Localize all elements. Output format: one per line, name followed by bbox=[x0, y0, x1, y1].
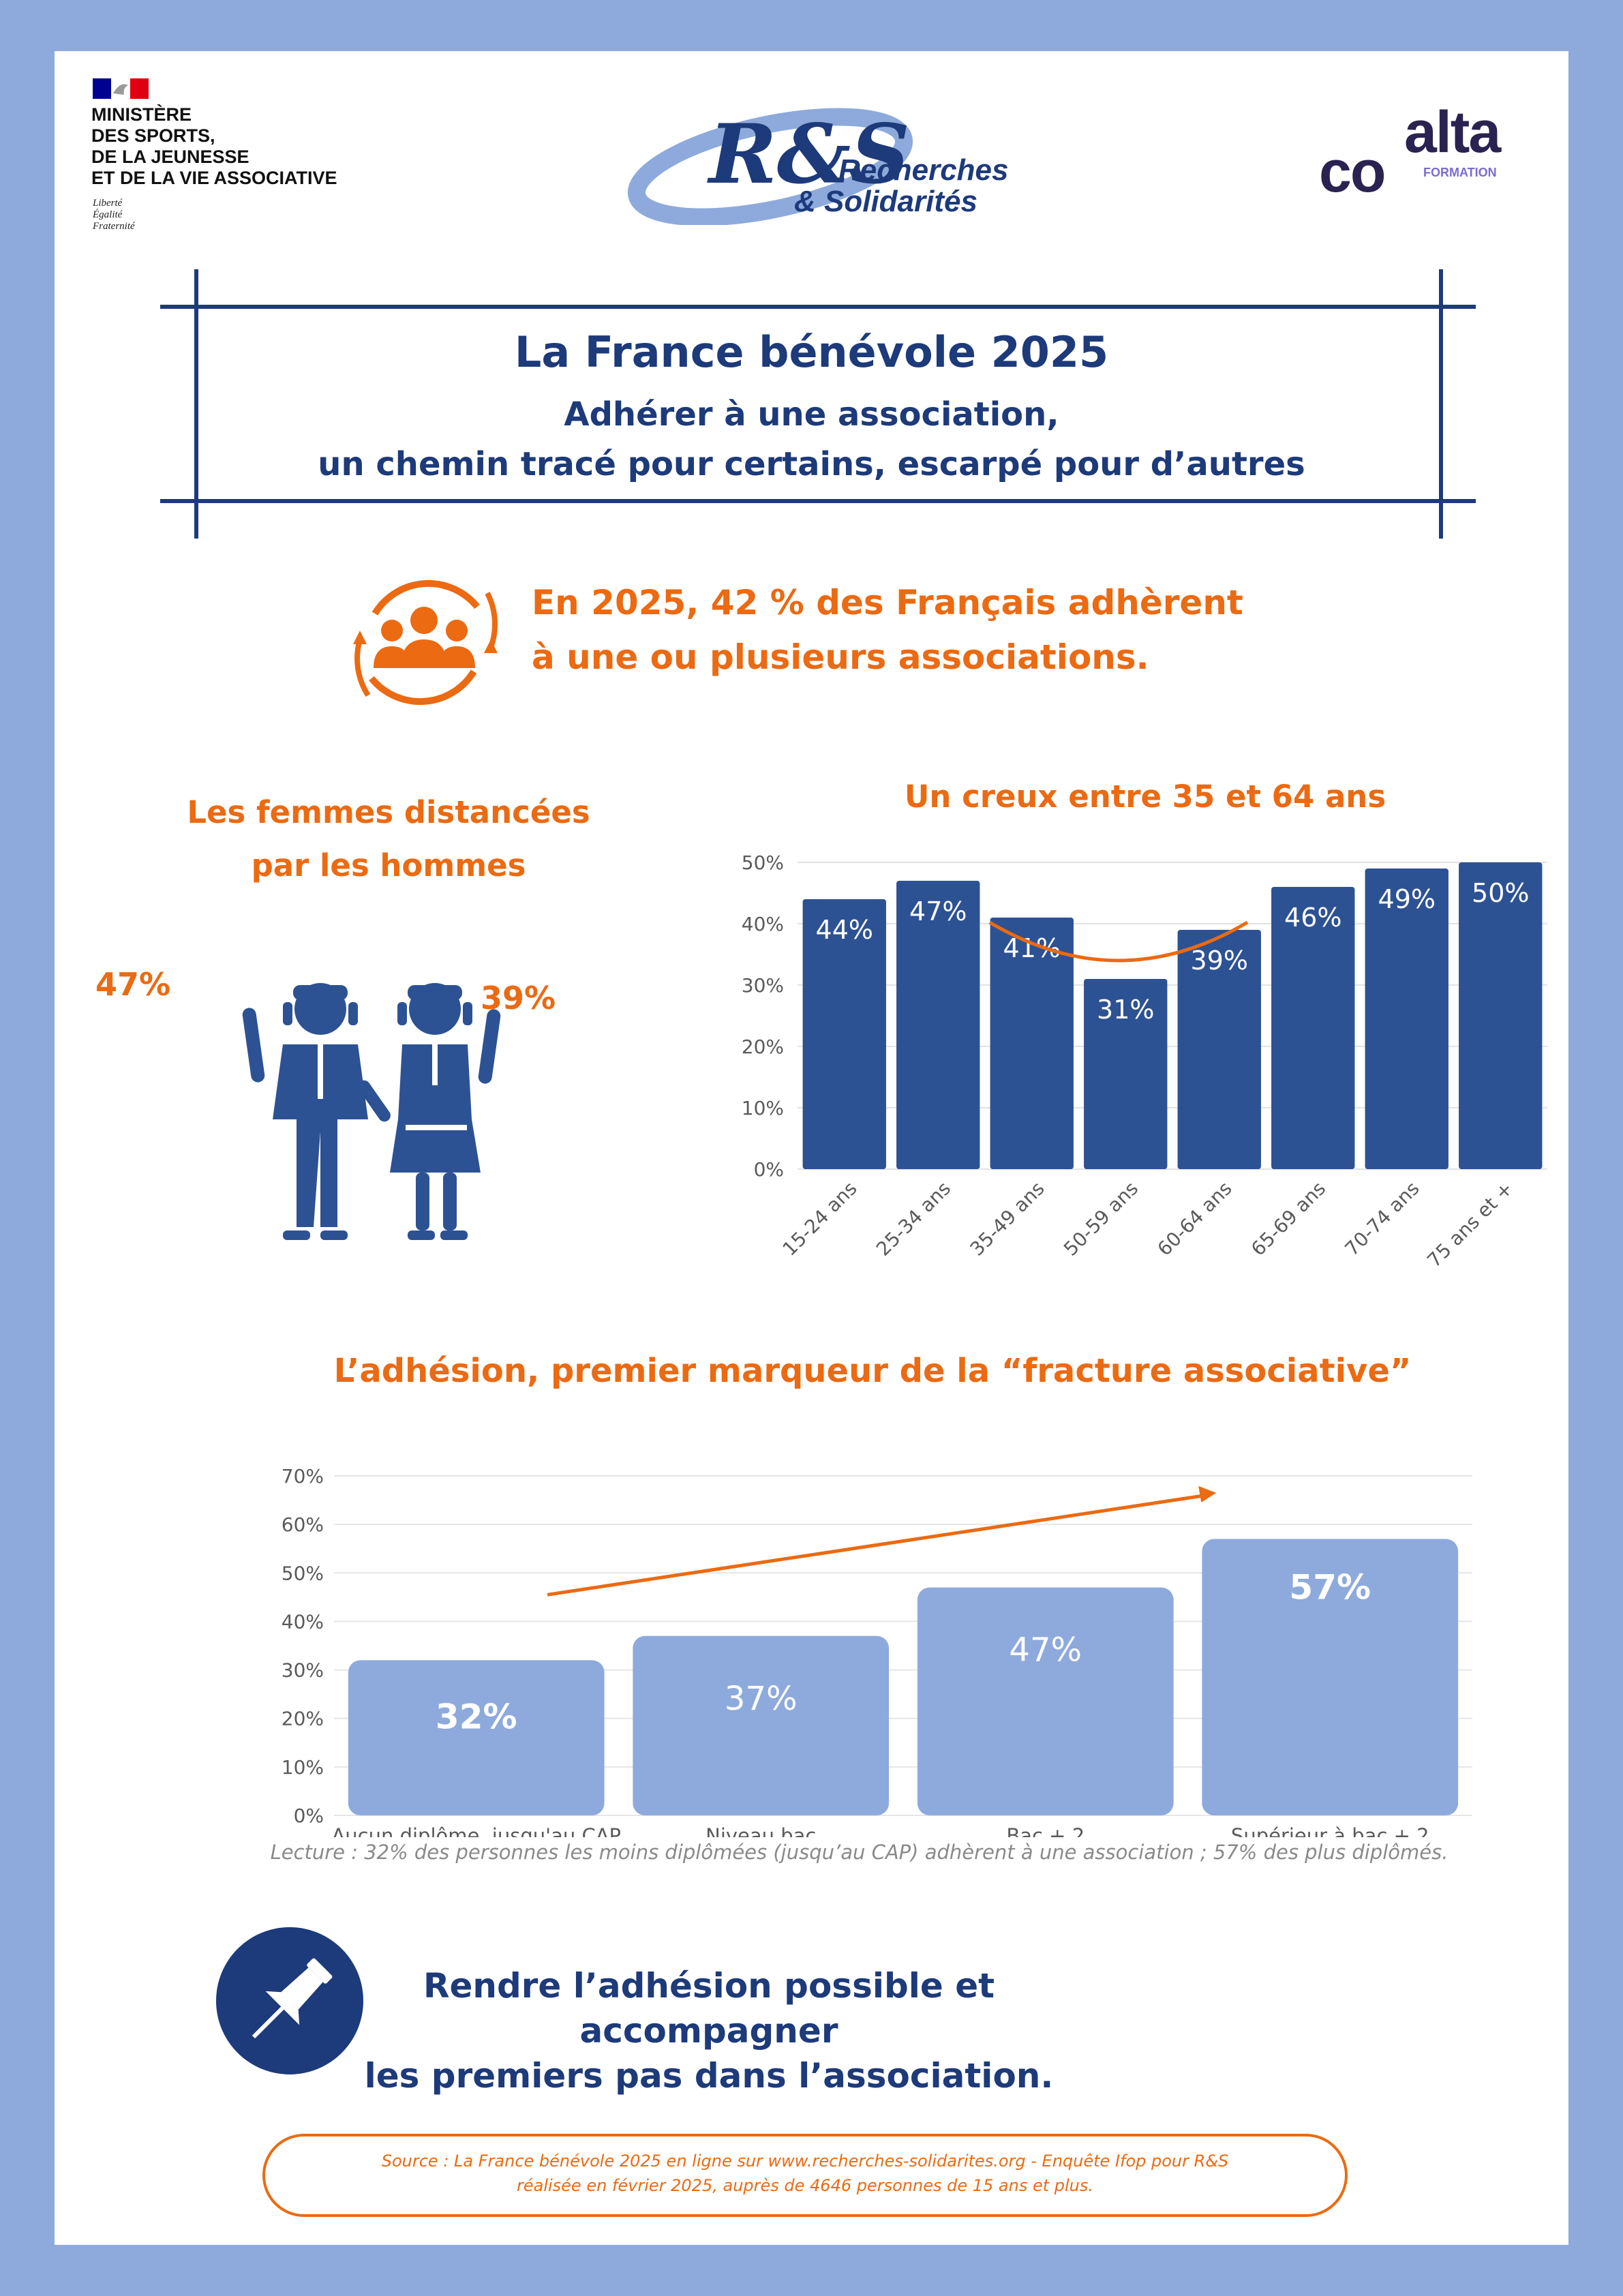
edu-ytick-label: 40% bbox=[282, 1610, 324, 1633]
age-bar-label: 50% bbox=[1472, 878, 1529, 908]
coalta-logo-top: alta bbox=[1404, 100, 1501, 165]
edu-bar bbox=[917, 1587, 1174, 1815]
pushpin-icon bbox=[216, 1927, 363, 2074]
age-category-label: 65-69 ans bbox=[1247, 1177, 1330, 1260]
age-ytick-label: 0% bbox=[754, 1158, 784, 1181]
source-line1: Source : La France bénévole 2025 en lign… bbox=[381, 2151, 1229, 2171]
age-bar-label: 44% bbox=[816, 915, 873, 945]
edu-category-label: Aucun diplôme, jusqu'au CAP bbox=[331, 1824, 621, 1837]
rs-logo-icon: R&S bbox=[627, 106, 913, 225]
rs-name-line1: Recherches bbox=[838, 153, 1009, 187]
coalta-logo-bottom: co bbox=[1319, 139, 1386, 205]
age-category-label: 15-24 ans bbox=[778, 1177, 862, 1260]
age-bar-label: 31% bbox=[1097, 995, 1154, 1025]
man-woman-icon bbox=[242, 983, 501, 1240]
page-subtitle-line1: Adhérer à une association, bbox=[564, 395, 1059, 434]
education-chart-title: L’adhésion, premier marqueur de la “frac… bbox=[333, 1352, 1412, 1390]
age-bar bbox=[1459, 862, 1543, 1169]
rs-name-line2: & Solidarités bbox=[794, 185, 977, 218]
infographic-page: MINISTÈRE DES SPORTS, DE LA JEUNESSE ET … bbox=[55, 51, 1568, 2245]
age-category-label: 75 ans et + bbox=[1423, 1177, 1517, 1272]
age-ytick-label: 30% bbox=[742, 974, 784, 997]
source-line2: réalisée en février 2025, auprès de 4646… bbox=[516, 2176, 1094, 2195]
edu-bar bbox=[633, 1635, 890, 1815]
age-category-label: 25-34 ans bbox=[872, 1177, 955, 1260]
call-to-action-line2: les premiers pas dans l’association. bbox=[364, 2056, 1054, 2096]
source-box: Source : La France bénévole 2025 en lign… bbox=[262, 2134, 1348, 2217]
age-chart: 0% 10% 20% 30% 40% 50% 44% 15-24 ans 47% 25-34 an… bbox=[742, 851, 1547, 1272]
age-bar bbox=[802, 899, 886, 1169]
edu-ytick-label: 70% bbox=[282, 1465, 324, 1487]
source-text: Source : La France bénévole 2025 en lign… bbox=[265, 2149, 1345, 2198]
title-frame-right bbox=[1439, 269, 1443, 539]
age-chart-title: Un creux entre 35 et 64 ans bbox=[904, 779, 1386, 815]
page-title: La France bénévole 2025 bbox=[514, 327, 1109, 377]
age-category-label: 35-49 ans bbox=[966, 1177, 1049, 1260]
age-bar-label: 49% bbox=[1378, 884, 1436, 914]
edu-category-label: Supérieur à bac + 2 bbox=[1231, 1824, 1429, 1837]
age-bar-label: 46% bbox=[1284, 903, 1341, 933]
key-fact-line2: à une ou plusieurs associations. bbox=[532, 637, 1149, 677]
edu-category-label: Niveau bac bbox=[706, 1824, 816, 1837]
coalta-logo-sub: FORMATION bbox=[1423, 166, 1497, 179]
edu-ytick-label: 0% bbox=[294, 1804, 324, 1827]
education-chart: 0% 10% 20% 30% 40% 50% 60% 70% 32% 37% 47% 57% Aucun… bbox=[282, 1465, 1472, 1837]
age-bar bbox=[1177, 930, 1261, 1169]
age-bar-label: 39% bbox=[1191, 946, 1248, 976]
age-ytick-label: 50% bbox=[742, 851, 784, 874]
ministry-motto: Liberté Égalité Fraternité bbox=[93, 198, 135, 232]
men-membership-value: 47% bbox=[95, 966, 171, 1003]
page-subtitle-line2: un chemin tracé pour certains, escarpé p… bbox=[318, 445, 1305, 483]
call-to-action-line1: Rendre l’adhésion possible et accompagne… bbox=[423, 1966, 995, 2051]
edu-ytick-label: 10% bbox=[282, 1756, 324, 1779]
edu-bar bbox=[348, 1660, 605, 1815]
edu-bar-label: 37% bbox=[725, 1680, 798, 1718]
age-bar bbox=[1084, 979, 1168, 1169]
age-bar-label: 47% bbox=[909, 896, 967, 926]
edu-trend-arrow-line bbox=[547, 1494, 1204, 1597]
age-bar-label: 41% bbox=[1003, 933, 1061, 963]
edu-bar bbox=[1202, 1539, 1459, 1815]
age-category-label: 50-59 ans bbox=[1059, 1177, 1142, 1260]
age-ytick-label: 40% bbox=[742, 913, 784, 935]
marianne-flag-icon bbox=[93, 78, 149, 99]
age-bar bbox=[1271, 887, 1355, 1169]
edu-ytick-label: 20% bbox=[282, 1708, 324, 1730]
edu-bar-label: 32% bbox=[436, 1697, 517, 1736]
edu-ytick-label: 60% bbox=[282, 1513, 324, 1536]
edu-bar-label: 47% bbox=[1009, 1631, 1082, 1670]
title-frame-left bbox=[194, 269, 198, 539]
edu-ytick-label: 50% bbox=[282, 1562, 324, 1584]
age-bar bbox=[990, 918, 1074, 1169]
ministry-name: MINISTÈRE DES SPORTS, DE LA JEUNESSE ET … bbox=[91, 104, 337, 188]
age-bar bbox=[896, 881, 980, 1169]
age-category-label: 70-74 ans bbox=[1341, 1177, 1424, 1260]
age-category-label: 60-64 ans bbox=[1153, 1177, 1237, 1260]
age-ytick-label: 20% bbox=[742, 1036, 784, 1058]
gender-heading-line1: Les femmes distancées bbox=[187, 794, 590, 830]
members-cycle-icon bbox=[353, 579, 498, 706]
title-frame-bottom bbox=[160, 499, 1476, 503]
key-fact-line1: En 2025, 42 % des Français adhèrent bbox=[532, 583, 1243, 622]
title-frame-top bbox=[160, 305, 1476, 309]
call-to-action: Rendre l’adhésion possible et accompagne… bbox=[341, 1963, 1077, 2098]
age-trough-curve bbox=[988, 920, 1249, 963]
age-ytick-label: 10% bbox=[742, 1097, 784, 1119]
edu-trend-arrow-head bbox=[1198, 1485, 1217, 1502]
rs-monogram: R&S bbox=[707, 106, 910, 202]
age-bar bbox=[1365, 868, 1448, 1169]
edu-bar-label: 57% bbox=[1289, 1567, 1371, 1607]
chart-reading-note: Lecture : 32% des personnes les moins di… bbox=[270, 1841, 1448, 1864]
edu-ytick-label: 30% bbox=[282, 1659, 324, 1682]
gender-heading-line2: par les hommes bbox=[251, 847, 526, 883]
edu-category-label: Bac + 2 bbox=[1006, 1824, 1084, 1837]
